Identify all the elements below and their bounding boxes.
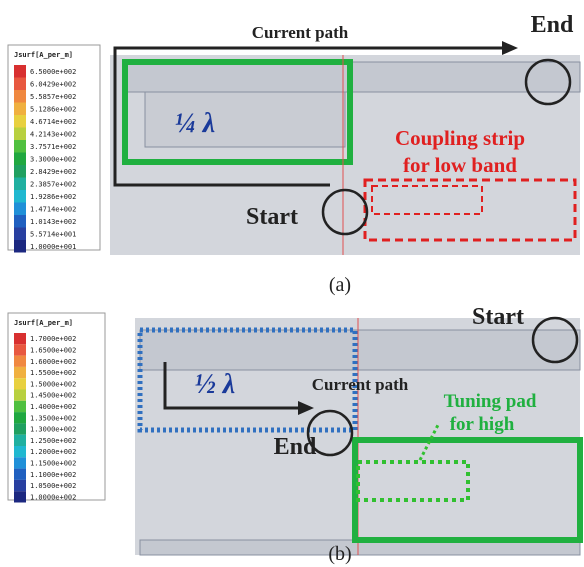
annotation: for high xyxy=(450,414,515,435)
legend-swatch xyxy=(14,344,26,355)
annotation: for low band xyxy=(403,153,517,177)
legend-swatch xyxy=(14,435,26,446)
arrow-head xyxy=(502,41,518,55)
legend-swatch xyxy=(14,190,26,203)
legend-label: 1.9286e+002 xyxy=(30,193,76,201)
legend-label: 1.3000e+002 xyxy=(30,426,76,434)
legend-label: 1.1500e+002 xyxy=(30,459,76,467)
legend-label: 2.3857e+002 xyxy=(30,180,76,188)
legend-swatch xyxy=(14,203,26,216)
legend-label: 1.5500e+002 xyxy=(30,369,76,377)
legend-label: 5.1286e+002 xyxy=(30,105,76,113)
legend-label: 1.2000e+002 xyxy=(30,448,76,456)
legend-label: 1.4000e+002 xyxy=(30,403,76,411)
legend-label: 1.0143e+002 xyxy=(30,218,76,226)
legend-swatch xyxy=(14,333,26,344)
legend-swatch xyxy=(14,165,26,178)
annotation: ¼ λ xyxy=(175,108,215,139)
legend-swatch xyxy=(14,390,26,401)
legend-swatch xyxy=(14,378,26,389)
annotation: Tuning pad xyxy=(444,391,537,412)
annotation: Current path xyxy=(312,375,409,394)
annotation: Start xyxy=(472,304,524,330)
legend-label: 1.6500e+002 xyxy=(30,346,76,354)
legend-label: 5.5857e+002 xyxy=(30,93,76,101)
legend-swatch xyxy=(14,65,26,78)
legend-swatch xyxy=(14,469,26,480)
legend-label: 1.0000e+002 xyxy=(30,493,76,501)
legend-swatch xyxy=(14,78,26,91)
legend-swatch xyxy=(14,228,26,241)
legend-label: 1.2500e+002 xyxy=(30,437,76,445)
legend-label: 1.0000e+001 xyxy=(30,243,76,251)
legend-swatch xyxy=(14,367,26,378)
legend-label: 5.5714e+001 xyxy=(30,230,76,238)
legend-label: 4.6714e+002 xyxy=(30,118,76,126)
legend-swatch xyxy=(14,178,26,191)
legend-label: 6.0429e+002 xyxy=(30,80,76,88)
legend-swatch xyxy=(14,412,26,423)
annotation: Start xyxy=(246,204,298,230)
annotation: End xyxy=(274,434,317,460)
legend-swatch xyxy=(14,356,26,367)
legend-label: 1.5000e+002 xyxy=(30,380,76,388)
caption: (a) xyxy=(329,274,351,296)
legend-swatch xyxy=(14,423,26,434)
legend-label: 3.7571e+002 xyxy=(30,143,76,151)
legend-title: Jsurf[A_per_m] xyxy=(14,319,73,327)
figure: Current path End Start ¼ λ Coupling stri… xyxy=(0,0,584,567)
legend-label: 1.4714e+002 xyxy=(30,205,76,213)
legend-label: 1.7000e+002 xyxy=(30,335,76,343)
legend-label: 1.4500e+002 xyxy=(30,392,76,400)
legend-label: 3.3000e+002 xyxy=(30,155,76,163)
legend-swatch xyxy=(14,140,26,153)
legend-label: 2.8429e+002 xyxy=(30,168,76,176)
legend-swatch xyxy=(14,115,26,128)
legend-swatch xyxy=(14,103,26,116)
annotation: Coupling strip xyxy=(395,126,525,150)
legend-swatch xyxy=(14,480,26,491)
legend-swatch xyxy=(14,491,26,502)
legend-label: 1.6000e+002 xyxy=(30,358,76,366)
legend-label: 1.1000e+002 xyxy=(30,471,76,479)
annotation: ½ λ xyxy=(195,369,235,400)
panel-b: Start ½ λ Current path End Tuning pad fo… xyxy=(8,304,580,565)
caption: (b) xyxy=(328,543,351,565)
trace xyxy=(140,330,580,370)
legend-swatch xyxy=(14,446,26,457)
annotation: End xyxy=(531,12,574,38)
legend-label: 1.3500e+002 xyxy=(30,414,76,422)
legend-label: 4.2143e+002 xyxy=(30,130,76,138)
legend-swatch xyxy=(14,457,26,468)
legend-label: 6.5000e+002 xyxy=(30,68,76,76)
legend-swatch xyxy=(14,128,26,141)
legend-swatch xyxy=(14,401,26,412)
annotation: Current path xyxy=(252,23,349,42)
panel-a: Current path End Start ¼ λ Coupling stri… xyxy=(8,12,580,296)
legend-label: 1.0500e+002 xyxy=(30,482,76,490)
legend-swatch xyxy=(14,153,26,166)
legend-title: Jsurf[A_per_m] xyxy=(14,51,73,59)
legend-swatch xyxy=(14,240,26,253)
legend-swatch xyxy=(14,90,26,103)
legend-swatch xyxy=(14,215,26,228)
